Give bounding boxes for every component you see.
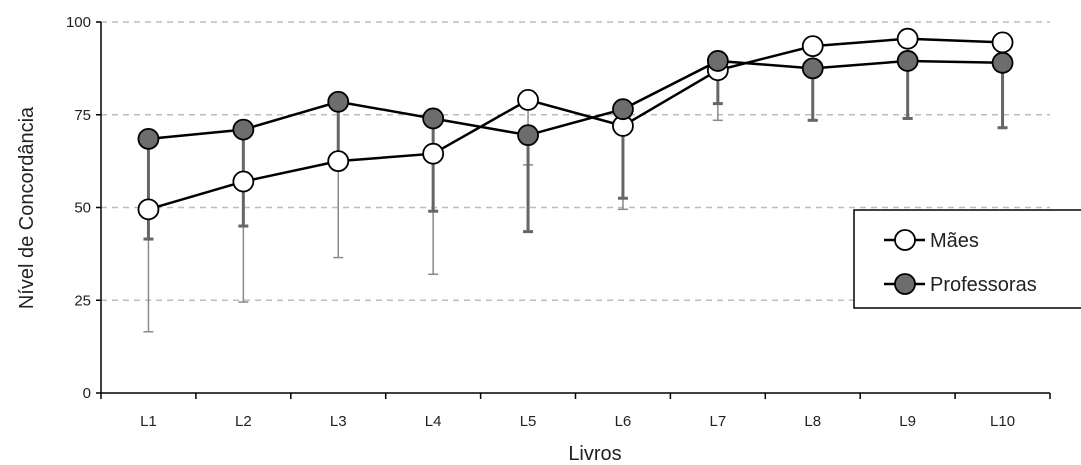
x-tick-label: L5 [520, 413, 537, 430]
data-point [327, 90, 350, 113]
legend-marker-maes [894, 229, 916, 251]
y-axis-title: Nível de Concordância [16, 106, 38, 309]
data-point [232, 118, 255, 141]
data-point [801, 57, 824, 80]
data-points [137, 27, 1014, 221]
data-point [517, 124, 539, 147]
legend-label-professoras: Professoras [930, 274, 1037, 296]
legend-marker-professoras [894, 273, 916, 295]
data-point [137, 198, 160, 221]
x-tick-label: L7 [710, 413, 727, 430]
legend: Mães Professoras [853, 209, 1081, 309]
x-tick-label: L9 [899, 413, 916, 430]
data-point [612, 98, 634, 121]
x-tick-label: L4 [425, 413, 442, 430]
x-tick-label: L6 [615, 413, 632, 430]
series-line [148, 37, 1003, 211]
data-point [232, 170, 255, 193]
y-tick-label: 25 [74, 292, 91, 309]
data-point [896, 50, 919, 72]
data-point [517, 89, 539, 111]
x-axis-ticks: L1 L2 L3 L4 L5 L6 L7 L8 L9 L10 [100, 393, 1051, 430]
data-point [422, 142, 445, 165]
y-tick-label: 0 [83, 385, 91, 402]
y-tick-label: 50 [74, 200, 91, 217]
data-point [706, 50, 729, 72]
series-line [148, 59, 1003, 141]
data-point [137, 127, 160, 150]
x-axis-title: Livros [568, 443, 621, 465]
grid-lines [101, 21, 1050, 301]
y-tick-label: 75 [74, 107, 91, 124]
data-point [991, 51, 1014, 74]
x-tick-label: L10 [990, 413, 1015, 430]
legend-label-maes: Mães [930, 230, 979, 252]
y-tick-label: 100 [66, 14, 91, 31]
x-tick-label: L1 [140, 413, 157, 430]
data-point [422, 107, 445, 130]
y-axis-ticks: 0 25 50 75 100 [66, 14, 101, 402]
legend-box [853, 209, 1081, 309]
x-tick-label: L2 [235, 413, 252, 430]
x-tick-label: L8 [804, 413, 821, 430]
data-point [991, 31, 1014, 54]
data-point [801, 35, 824, 58]
data-point [327, 150, 350, 173]
series-lines [148, 37, 1003, 211]
data-point [896, 27, 919, 50]
x-tick-label: L3 [330, 413, 347, 430]
